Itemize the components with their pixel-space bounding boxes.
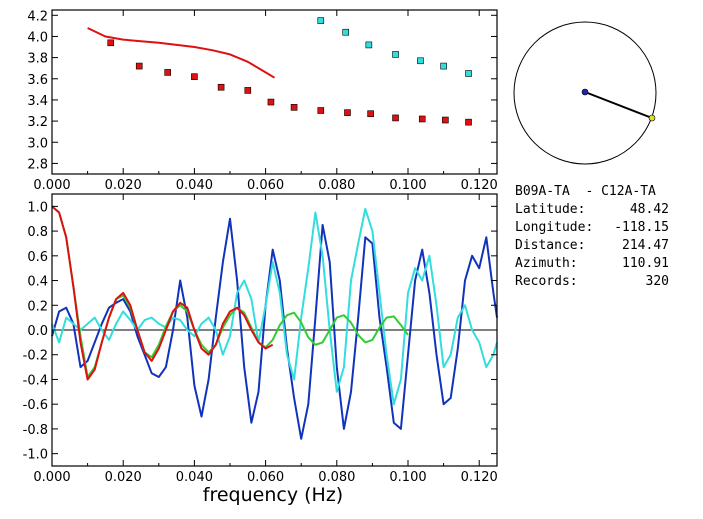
plot-frame: [51, 9, 498, 175]
y-tick-label: -0.4: [23, 373, 48, 388]
data-point: [344, 109, 351, 116]
y-tick-label: -1.0: [23, 448, 48, 463]
station-a-dot: [581, 88, 589, 96]
x-tick-label: 0.100: [389, 470, 426, 485]
data-point: [367, 110, 374, 117]
data-point: [392, 114, 399, 122]
map-circle: [513, 21, 657, 165]
y-tick-label: 3.0: [27, 136, 48, 151]
series-line-red: [51, 205, 274, 381]
data-point: [290, 104, 298, 111]
x-tick-label: 0.120: [461, 470, 498, 485]
x-tick-label: 0.080: [318, 470, 355, 485]
azimuth-circle: [513, 21, 657, 165]
series-line-cyan: [51, 207, 498, 406]
y-tick-label: 3.2: [27, 115, 48, 130]
y-tick-label: 2.8: [27, 157, 48, 172]
x-tick-label: 0.040: [176, 178, 213, 193]
y-tick-label: -0.2: [23, 349, 48, 364]
data-point: [244, 87, 252, 94]
data-point: [365, 41, 373, 49]
y-tick-label: -0.6: [23, 398, 48, 413]
x-tick-label: 0.060: [247, 178, 284, 193]
data-point: [342, 28, 350, 36]
data-point: [465, 118, 472, 126]
y-tick-label: 3.6: [27, 73, 48, 88]
data-point: [135, 62, 143, 70]
series-line-red: [87, 27, 276, 79]
data-point: [465, 70, 472, 77]
data-point: [392, 51, 399, 58]
info-records: Records: 320: [515, 274, 669, 289]
y-tick-label: 3.4: [27, 94, 48, 109]
y-tick-label: 3.8: [27, 52, 48, 67]
x-tick-label: 0.000: [33, 470, 70, 485]
x-axis-label: frequency (Hz): [203, 484, 343, 506]
correlation-panel: 0.000 0.020 0.040 0.060 0.080 0.100 0.120 1.0 0.…: [23, 193, 498, 485]
station-info: B09A-TA - C12A-TA Latitude: 48.42 Longitu…: [515, 183, 695, 291]
data-point: [440, 62, 447, 70]
y-tick-label: 0.0: [27, 324, 48, 339]
x-tick-label: 0.100: [389, 178, 426, 193]
data-point: [164, 69, 171, 76]
data-point: [442, 116, 449, 124]
azimuth-line: [584, 91, 653, 119]
data-point: [217, 83, 225, 91]
y-tick-label: 1.0: [27, 200, 48, 215]
y-tick-label: 4.0: [27, 30, 48, 45]
info-distance: Distance: 214.47: [515, 238, 669, 253]
data-point: [317, 107, 325, 114]
data-point: [418, 115, 426, 123]
y-tick-label: -0.8: [23, 423, 48, 438]
x-tick-label: 0.020: [105, 178, 142, 193]
y-tick-label: 4.2: [27, 9, 48, 24]
x-tick-label: 0.060: [247, 470, 284, 485]
info-latitude: Latitude: 48.42: [515, 202, 669, 217]
y-tick-label: 0.8: [27, 225, 48, 240]
station-b-dot: [648, 114, 656, 122]
data-point: [317, 17, 325, 24]
info-azimuth: Azimuth: 110.91: [515, 256, 669, 271]
dispersion-panel: 0.000 0.020 0.040 0.060 0.080 0.100 0.120 2.8 3.…: [27, 9, 497, 193]
y-tick-label: 0.4: [27, 275, 48, 290]
info-longitude: Longitude: -118.15: [515, 220, 669, 235]
data-point: [267, 98, 275, 106]
y-tick-label: 0.6: [27, 250, 48, 265]
data-point: [417, 57, 424, 65]
x-tick-label: 0.080: [318, 178, 355, 193]
x-tick-label: 0.020: [105, 470, 142, 485]
data-point: [191, 73, 198, 80]
series-line-blue: [51, 217, 498, 440]
x-tick-label: 0.000: [33, 178, 70, 193]
station-pair-title: B09A-TA - C12A-TA: [515, 184, 656, 199]
x-tick-label: 0.120: [461, 178, 498, 193]
y-tick-label: 0.2: [27, 299, 48, 314]
data-point: [107, 39, 115, 47]
x-tick-label: 0.040: [176, 470, 213, 485]
